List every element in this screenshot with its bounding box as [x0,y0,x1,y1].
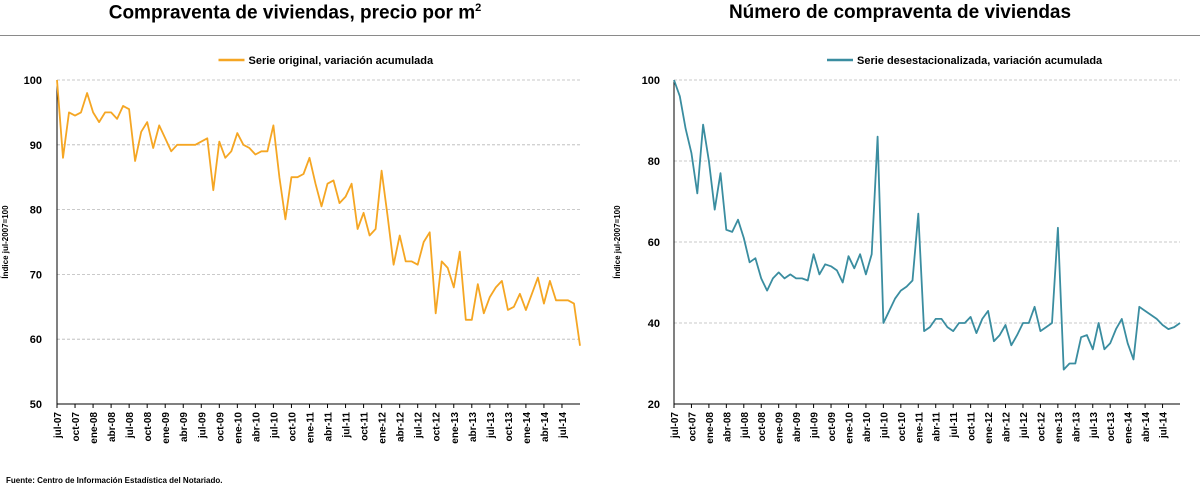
left-y-tick-label: 50 [30,399,42,411]
right-x-tick-label: jul-08 [740,412,751,440]
right-x-tick-label: oct-10 [897,412,908,442]
right-x-tick-label: ene-10 [844,412,855,444]
left-x-tick-label: ene-14 [522,412,533,444]
left-x-tick-label: abr-11 [324,412,335,442]
left-chart-title-superscript: 2 [475,2,482,14]
right-y-tick-label: 40 [648,318,660,330]
right-x-tick-label: jul-14 [1159,412,1170,440]
right-x-tick-label: jul-13 [1089,412,1100,440]
right-x-tick-label: abr-14 [1141,412,1152,442]
right-x-tick-label: oct-08 [757,412,768,442]
right-legend-label: Serie desestacionalizada, variación acum… [857,55,1103,67]
right-x-tick-label: abr-10 [862,412,873,442]
left-y-tick-label: 70 [30,269,42,281]
right-x-tick-label: jul-12 [1019,412,1030,440]
left-x-tick-label: ene-11 [305,412,316,444]
right-x-tick-label: oct-12 [1036,412,1047,442]
right-x-tick-label: abr-12 [1002,412,1013,442]
right-x-tick-label: jul-10 [879,412,890,440]
source-note: Fuente: Centro de Información Estadístic… [6,476,223,485]
left-y-tick-label: 60 [30,334,42,346]
left-x-tick-label: jul-12 [414,412,425,440]
left-x-tick-label: jul-13 [486,412,497,440]
left-x-tick-label: abr-08 [107,412,118,442]
left-x-tick-label: oct-07 [71,412,82,442]
right-x-tick-label: abr-09 [792,412,803,442]
right-x-tick-label: ene-08 [705,412,716,444]
left-x-tick-label: oct-13 [504,412,515,442]
right-chart-title: Número de compraventa de viviendas [728,2,1072,23]
right-x-tick-label: abr-13 [1071,412,1082,442]
left-x-tick-label: abr-12 [396,412,407,442]
left-x-tick-label: oct-12 [432,412,443,442]
left-legend-label: Serie original, variación acumulada [249,55,435,67]
right-x-tick-label: ene-12 [984,412,995,444]
right-x-tick-label: ene-11 [914,412,925,444]
left-x-tick-label: jul-09 [197,412,208,440]
right-x-tick-label: oct-11 [967,412,978,441]
right-x-tick-label: abr-11 [932,412,943,442]
left-x-tick-label: jul-10 [269,412,280,440]
right-y-axis-label: Índice jul-2007=100 [613,205,622,279]
left-y-tick-label: 90 [30,140,42,152]
right-y-tick-label: 80 [648,156,660,168]
right-x-tick-label: jul-09 [810,412,821,440]
left-x-tick-label: jul-14 [558,412,569,440]
left-series-line [56,79,581,346]
right-x-tick-label: oct-07 [687,412,698,442]
right-y-tick-label: 20 [648,399,660,411]
right-x-tick-label: oct-09 [827,412,838,442]
left-x-tick-label: ene-13 [450,412,461,444]
left-x-tick-label: jul-07 [53,412,64,440]
right-y-tick-label: 60 [648,237,660,249]
right-series-line [673,79,1181,371]
left-chart-title: Compraventa de viviendas, precio por m2 [0,2,590,24]
left-chart-title-text: Compraventa de viviendas, precio por m [108,2,476,24]
left-x-tick-label: jul-11 [342,412,353,439]
left-x-tick-label: ene-10 [233,412,244,444]
left-x-tick-label: oct-08 [143,412,154,442]
left-x-tick-label: abr-14 [540,412,551,442]
right-x-tick-label: ene-09 [775,412,786,444]
left-y-axis-label: Índice jul-2007=100 [1,205,10,279]
right-y-tick-label: 100 [642,75,660,87]
left-x-tick-label: abr-09 [179,412,190,442]
right-x-tick-label: abr-08 [722,412,733,442]
right-x-tick-label: ene-13 [1054,412,1065,444]
left-x-tick-label: oct-11 [360,412,371,441]
left-x-tick-label: abr-10 [251,412,262,442]
left-x-tick-label: oct-10 [287,412,298,442]
header-rule [0,35,1200,36]
left-x-tick-label: oct-09 [215,412,226,442]
left-y-tick-label: 100 [24,75,42,87]
left-x-tick-label: ene-08 [89,412,100,444]
left-x-tick-label: abr-13 [468,412,479,442]
right-x-tick-label: oct-13 [1106,412,1117,442]
right-x-tick-label: jul-11 [949,412,960,439]
left-x-tick-label: ene-09 [161,412,172,444]
left-x-tick-label: ene-12 [378,412,389,444]
left-x-tick-label: jul-08 [125,412,136,440]
right-x-tick-label: ene-14 [1124,412,1135,444]
right-x-tick-label: jul-07 [670,412,681,440]
left-y-tick-label: 80 [30,205,42,217]
